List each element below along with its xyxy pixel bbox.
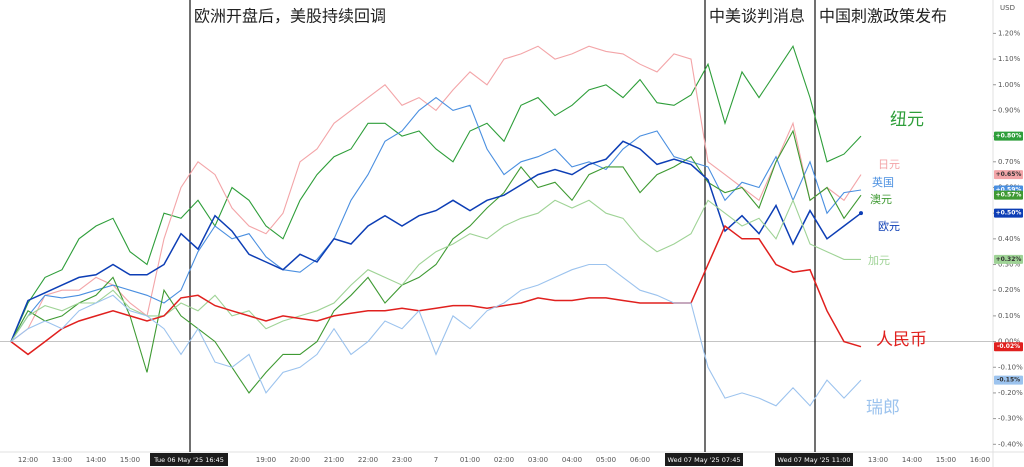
event-time-label: Wed 07 May '25 07:45	[668, 456, 741, 464]
x-tick-label: 23:00	[392, 456, 412, 464]
y-tick-label: 0.30%	[998, 261, 1021, 269]
event-time-label: Wed 07 May '25 11:00	[778, 456, 851, 464]
value-tag	[994, 131, 1023, 141]
event-title: 欧洲开盘后，美股持续回调	[194, 7, 386, 26]
series-line	[10, 45, 862, 343]
series-name: 瑞郎	[866, 398, 900, 418]
value-tag-label: +0.57%	[996, 192, 1022, 199]
x-tick-label: 06:00	[630, 456, 650, 464]
event-time-box	[775, 453, 853, 466]
currency-label: USD	[1000, 4, 1015, 12]
series-line	[10, 140, 862, 342]
series-name: 纽元	[890, 110, 924, 130]
y-tick-label: -0.10%	[998, 363, 1023, 371]
value-tag	[994, 190, 1023, 200]
x-tick-label: 02:00	[494, 456, 514, 464]
x-tick-label: 15:00	[936, 456, 956, 464]
end-point	[859, 211, 863, 216]
y-tick-label: 0.70%	[998, 158, 1021, 166]
x-tick-label: 20:00	[290, 456, 310, 464]
y-tick-label: 0.90%	[998, 106, 1021, 114]
value-tag	[994, 170, 1023, 180]
y-tick-label: 1.10%	[998, 55, 1021, 63]
y-tick-label: -0.40%	[998, 440, 1023, 448]
series-name: 加元	[868, 254, 890, 267]
x-tick-label: 12:00	[18, 456, 38, 464]
x-tick-label: 22:00	[358, 456, 378, 464]
event-title: 中美谈判消息	[709, 7, 805, 26]
series-name: 人民币	[876, 330, 927, 350]
x-tick-label: 05:00	[596, 456, 616, 464]
y-tick-label: -0.30%	[998, 415, 1023, 423]
value-tag-label: -0.15%	[997, 377, 1020, 384]
value-tag-label: +0.50%	[996, 210, 1022, 217]
series-name: 澳元	[870, 193, 892, 206]
x-tick-label: 13:00	[52, 456, 72, 464]
series-name: 日元	[878, 158, 900, 171]
x-tick-label: 01:00	[460, 456, 480, 464]
series-line	[10, 224, 862, 356]
y-tick-label: 0.40%	[998, 235, 1021, 243]
y-tick-label: -0.20%	[998, 389, 1023, 397]
value-tag-label: +0.59%	[996, 187, 1022, 194]
y-tick-label: 0.00%	[998, 338, 1021, 346]
value-tag-label: +0.80%	[996, 133, 1022, 140]
series-name: 英国	[872, 175, 894, 189]
y-tick-label: 1.00%	[998, 81, 1021, 89]
x-tick-label: 7	[434, 456, 438, 464]
event-time-box	[665, 453, 743, 466]
x-tick-label: 16:00	[970, 456, 990, 464]
x-tick-label: 14:00	[902, 456, 922, 464]
event-title: 中国刺激政策发布	[819, 7, 947, 26]
value-tag	[994, 208, 1023, 218]
value-tag	[994, 342, 1023, 352]
x-tick-label: 14:00	[86, 456, 106, 464]
series-line	[10, 129, 862, 394]
value-tag-label: +0.32%	[996, 256, 1022, 263]
x-tick-label: 13:00	[868, 456, 888, 464]
event-time-box	[150, 453, 228, 466]
x-tick-label: 04:00	[562, 456, 582, 464]
x-tick-label: 15:00	[120, 456, 140, 464]
series-name: 欧元	[878, 220, 900, 233]
series-line	[10, 44, 862, 342]
event-time-label: Tue 06 May '25 16:45	[153, 456, 224, 464]
y-tick-label: 0.20%	[998, 286, 1021, 294]
series-line	[10, 198, 861, 342]
value-tag-label: -0.02%	[997, 343, 1020, 350]
y-tick-label: 0.10%	[998, 312, 1021, 320]
x-tick-label: 03:00	[528, 456, 548, 464]
x-tick-label: 21:00	[324, 456, 344, 464]
series-line	[10, 263, 862, 407]
value-tag	[994, 375, 1023, 385]
x-tick-label: 19:00	[256, 456, 276, 464]
value-tag-label: +0.65%	[996, 171, 1022, 178]
y-tick-label: 1.20%	[998, 29, 1021, 37]
value-tag	[994, 254, 1023, 264]
